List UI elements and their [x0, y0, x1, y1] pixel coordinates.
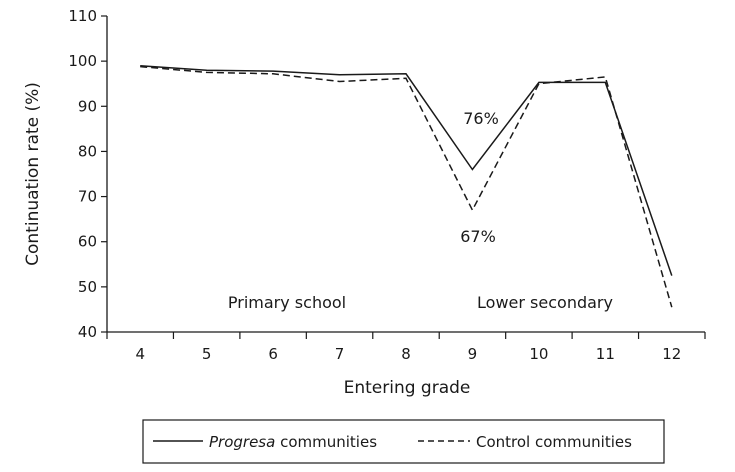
y-tick-label-40: 40 — [78, 323, 97, 341]
x-tick-label-11: 11 — [596, 345, 615, 363]
y-tick-label-110: 110 — [68, 7, 97, 25]
y-tick-label-90: 90 — [78, 97, 97, 115]
y-tick-label-50: 50 — [78, 278, 97, 296]
x-tick-label-8: 8 — [401, 345, 411, 363]
y-axis-title: Continuation rate (%) — [23, 82, 43, 266]
legend-box — [142, 419, 665, 464]
series-line-dashed — [140, 65, 673, 308]
x-tick-label-6: 6 — [268, 345, 278, 363]
annotation-67-percent: 67% — [460, 227, 496, 246]
x-tick-label-7: 7 — [335, 345, 345, 363]
axes — [106, 16, 705, 333]
legend-label-control: Control communities — [476, 433, 632, 451]
annotation-76-percent: 76% — [463, 109, 499, 128]
x-tick-label-10: 10 — [529, 345, 548, 363]
y-tick-label-60: 60 — [78, 233, 97, 251]
legend-label-progresa-rest: communities — [275, 433, 377, 451]
x-axis-title: Entering grade — [344, 378, 471, 398]
y-tick-label-70: 70 — [78, 188, 97, 206]
series-layer — [140, 64, 673, 308]
y-ticks: 40 50 60 70 80 90 100 110 — [68, 7, 107, 341]
legend: Progresa communities Control communities — [142, 419, 665, 464]
x-tick-label-9: 9 — [468, 345, 478, 363]
series-line-solid — [140, 64, 673, 276]
region-label-primary-school: Primary school — [228, 293, 346, 312]
x-tick-label-4: 4 — [135, 345, 145, 363]
legend-label-progresa-italic: Progresa — [209, 433, 275, 451]
legend-label-progresa: Progresa communities — [209, 433, 377, 451]
x-ticks: 4 5 6 7 8 9 10 11 12 — [106, 332, 706, 363]
region-label-lower-secondary: Lower secondary — [477, 293, 613, 312]
y-tick-label-80: 80 — [78, 142, 97, 160]
y-tick-label-100: 100 — [68, 52, 97, 70]
x-tick-label-12: 12 — [662, 345, 681, 363]
x-tick-label-5: 5 — [202, 345, 212, 363]
